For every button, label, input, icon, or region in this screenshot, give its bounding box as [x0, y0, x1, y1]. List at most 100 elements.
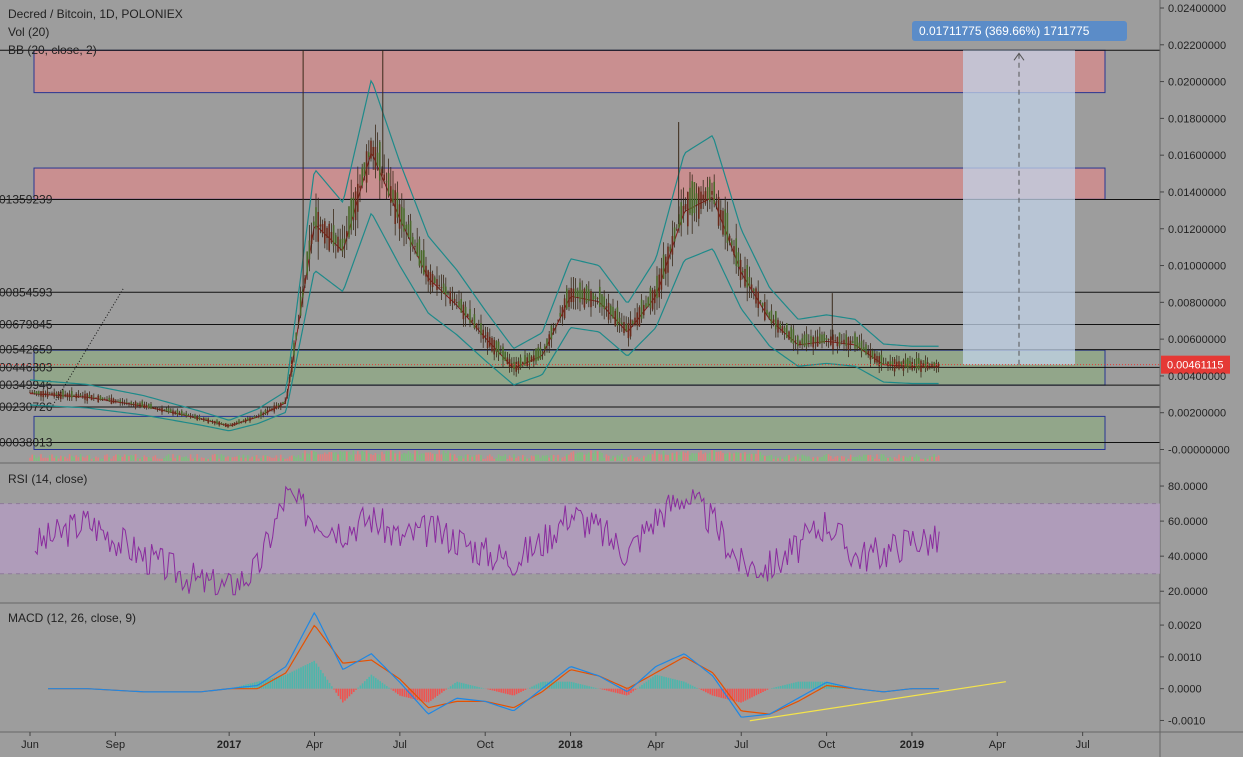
candle-body	[788, 331, 790, 340]
macd-line	[48, 611, 939, 718]
volume-bar	[211, 454, 214, 461]
volume-bar	[324, 452, 326, 461]
candle-body	[357, 183, 359, 212]
volume-bar	[480, 455, 482, 461]
macd-histogram-bar	[720, 688, 722, 698]
candle-body	[159, 408, 161, 410]
volume-bar	[634, 457, 636, 461]
volume-bar	[739, 453, 742, 461]
macd-histogram-bar	[663, 676, 665, 689]
volume-bar	[856, 456, 858, 461]
macd-histogram-bar	[491, 688, 494, 691]
volume-bar	[603, 457, 605, 461]
candle-body	[249, 417, 251, 422]
volume-bar	[909, 455, 911, 461]
volume-bar	[372, 454, 374, 461]
candle-body	[99, 395, 102, 400]
candle-body	[394, 190, 396, 225]
macd-histogram-bar	[392, 688, 395, 691]
candle-body	[409, 220, 412, 247]
volume-bar	[183, 457, 185, 461]
macd-histogram-bar	[762, 688, 764, 692]
candle-body	[211, 421, 214, 422]
macd-histogram-bar	[555, 681, 557, 689]
macd-pane	[48, 611, 1006, 722]
candle-body	[174, 411, 176, 414]
volume-bar	[482, 458, 484, 461]
candle-body	[865, 344, 867, 355]
volume-bar	[772, 458, 775, 461]
volume-bar	[198, 458, 201, 461]
volume-bar	[845, 458, 847, 461]
volume-bar	[605, 454, 608, 461]
candle-body	[321, 224, 324, 233]
volume-bar	[929, 455, 931, 461]
candle-body	[484, 335, 487, 337]
candle-body	[623, 321, 625, 334]
volume-bar	[218, 458, 220, 461]
volume-bar	[838, 457, 841, 461]
candle-body	[319, 224, 322, 227]
price-axis[interactable]: 0.02400000 0.02200000 0.02000000 0.01800000…	[1160, 3, 1230, 457]
candle-body	[632, 320, 634, 325]
macd-histogram-bar	[405, 688, 408, 698]
volume-bar	[887, 458, 889, 461]
candle-body	[671, 236, 674, 255]
volume-bar	[530, 455, 533, 461]
volume-bar	[130, 455, 132, 461]
volume-bar	[225, 457, 227, 461]
candle-body	[720, 209, 722, 220]
candle-body	[676, 229, 678, 231]
volume-bar	[926, 458, 929, 461]
candle-body	[209, 420, 212, 422]
candle-body	[891, 361, 894, 365]
volume-bar	[77, 457, 80, 461]
volume-bar	[357, 450, 359, 461]
candle-body	[405, 224, 407, 230]
volume-bar	[830, 455, 832, 461]
candle-body	[49, 393, 51, 395]
volume-bar	[407, 451, 410, 461]
candle-body	[755, 288, 757, 304]
macd-histogram-bar	[806, 681, 808, 689]
macd-histogram-bar	[454, 682, 456, 689]
candle-body	[112, 398, 115, 404]
candle-body	[38, 391, 40, 395]
macd-histogram-bar	[504, 688, 507, 694]
volume-bar	[163, 457, 165, 461]
candle-body	[456, 302, 458, 304]
volume-bar	[128, 456, 130, 461]
macd-histogram-bar	[755, 688, 758, 696]
measure-layer[interactable]: 0.01711775 (369.66%) 1711775	[912, 21, 1127, 365]
macd-axis[interactable]: 0.0020 0.0010 0.0000 -0.0010	[1160, 620, 1205, 727]
macd-histogram-bar	[381, 682, 384, 689]
candle-body	[841, 340, 843, 342]
rsi-axis[interactable]: 80.0000 60.0000 40.0000 20.0000	[1160, 481, 1208, 598]
volume-bar	[902, 455, 905, 461]
volume-bar	[368, 453, 370, 461]
time-axis[interactable]: Jun Sep 2017 Apr Jul Oct 2018 Apr Jul Oct 2019 Apr J…	[21, 732, 1090, 751]
candle-body	[907, 358, 909, 369]
time-tick-label: Jul	[734, 739, 748, 751]
macd-histogram-bar	[302, 666, 304, 689]
candle-body	[832, 334, 834, 350]
candle-body	[902, 360, 905, 371]
volume-bar	[71, 455, 73, 461]
macd-histogram-bar	[788, 683, 791, 689]
price-tick-label: 0.02000000	[1168, 77, 1226, 89]
candle-body	[885, 363, 887, 364]
macd-histogram-bar	[324, 676, 326, 689]
volume-bar	[57, 458, 60, 461]
macd-histogram-bar	[370, 674, 373, 689]
volume-bar	[152, 456, 154, 461]
candle-body	[264, 409, 267, 414]
candle-body	[170, 409, 172, 413]
macd-histogram-bar	[733, 688, 736, 701]
macd-histogram-bar	[718, 688, 720, 698]
volume-bar	[451, 454, 454, 461]
candle-body	[462, 304, 465, 320]
candle-body	[803, 334, 806, 347]
candle-body	[117, 400, 119, 402]
volume-bar	[702, 453, 704, 461]
